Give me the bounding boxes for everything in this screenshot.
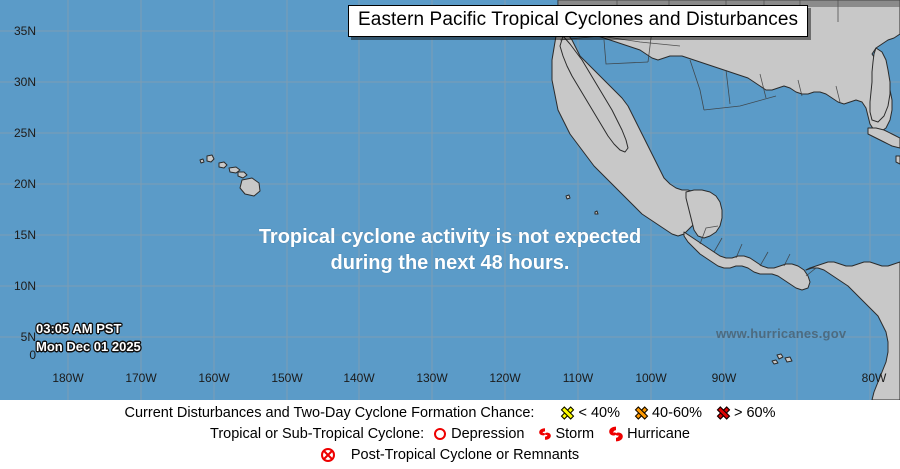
map-title: Eastern Pacific Tropical Cyclones and Di… bbox=[358, 9, 799, 30]
x-mark-orange-icon bbox=[634, 405, 649, 420]
legend-hurricane-label: Hurricane bbox=[627, 425, 690, 442]
storm-swirl-icon bbox=[538, 426, 552, 442]
timestamp-date: Mon Dec 01 2025 bbox=[36, 339, 141, 354]
legend-item-hurricane[interactable]: Hurricane bbox=[608, 425, 690, 443]
map-canvas bbox=[0, 0, 900, 400]
legend-item-post-tropical[interactable]: Post-Tropical Cyclone or Remnants bbox=[320, 446, 580, 463]
florida-peninsula bbox=[869, 47, 891, 123]
lon-label-160w: 160W bbox=[198, 371, 230, 385]
x-mark-yellow-icon bbox=[560, 405, 575, 420]
legend-row-post-tropical: Post-Tropical Cyclone or Remnants bbox=[0, 444, 900, 465]
cuba-landmass bbox=[867, 127, 900, 149]
lon-label-110w: 110W bbox=[562, 371, 594, 385]
timestamp-time: 03:05 AM PST bbox=[36, 321, 122, 336]
galapagos-islands bbox=[771, 353, 793, 365]
legend-item-chance-high[interactable]: > 60% bbox=[716, 405, 776, 421]
lat-label-25n: 25N bbox=[13, 126, 36, 140]
lat-label-30n: 30N bbox=[13, 75, 36, 89]
x-mark-red-icon bbox=[716, 405, 731, 420]
small-pacific-islets bbox=[565, 194, 599, 215]
legend-storm-label: Storm bbox=[555, 425, 595, 442]
website-watermark: www.hurricanes.gov bbox=[716, 326, 847, 341]
lat-label-35n: 35N bbox=[13, 24, 36, 38]
lon-label-130w: 130W bbox=[416, 371, 448, 385]
map-title-plate: Eastern Pacific Tropical Cyclones and Di… bbox=[348, 5, 809, 37]
legend-chance-medium-label: 40-60% bbox=[651, 404, 702, 421]
legend-chance-low-label: < 40% bbox=[578, 404, 620, 421]
status-message-line-1: Tropical cyclone activity is not expecte… bbox=[258, 226, 642, 248]
legend-row-cyclone-types: Tropical or Sub-Tropical Cyclone: Depres… bbox=[0, 423, 900, 444]
lon-label-170w: 170W bbox=[125, 371, 157, 385]
legend-item-depression[interactable]: Depression bbox=[434, 426, 524, 442]
lon-label-150w: 150W bbox=[271, 371, 303, 385]
south-america-landmass bbox=[805, 261, 900, 400]
map-panel[interactable]: 35N 30N 25N 20N 15N 10N 5N 0 180W 170W 1… bbox=[0, 0, 900, 400]
map-top-shadow-band bbox=[558, 0, 900, 7]
caribbean-islands bbox=[895, 155, 900, 165]
central-america-landmass bbox=[683, 231, 811, 291]
legend-item-chance-medium[interactable]: 40-60% bbox=[634, 405, 702, 421]
lat-label-5n: 5N bbox=[20, 330, 36, 344]
lon-label-90w: 90W bbox=[711, 371, 737, 385]
lon-label-100w: 100W bbox=[635, 371, 667, 385]
legend-chance-high-label: > 60% bbox=[733, 404, 776, 421]
lat-label-20n: 20N bbox=[13, 177, 36, 191]
post-tropical-icon bbox=[320, 447, 335, 462]
yucatan-peninsula bbox=[685, 189, 723, 239]
lon-label-140w: 140W bbox=[343, 371, 375, 385]
hawaiian-islands bbox=[199, 154, 261, 197]
legend-item-storm[interactable]: Storm bbox=[538, 426, 594, 442]
legend-item-chance-low[interactable]: < 40% bbox=[560, 405, 620, 421]
status-message-line-2: during the next 48 hours. bbox=[330, 252, 570, 274]
lat-label-15n: 15N bbox=[13, 228, 36, 242]
timestamp: 03:05 AM PST Mon Dec 01 2025 bbox=[36, 320, 141, 356]
lon-label-80w: 80W bbox=[861, 371, 887, 385]
lat-label-0: 0 bbox=[29, 348, 36, 362]
legend-formation-chance-label: Current Disturbances and Two-Day Cyclone… bbox=[124, 404, 535, 421]
lon-label-180w: 180W bbox=[52, 371, 84, 385]
depression-circle-icon bbox=[434, 427, 447, 440]
lat-label-10n: 10N bbox=[13, 279, 36, 293]
legend-cyclone-type-label: Tropical or Sub-Tropical Cyclone: bbox=[210, 425, 425, 442]
legend-row-formation-chance: Current Disturbances and Two-Day Cyclone… bbox=[0, 402, 900, 423]
hurricane-swirl-icon bbox=[608, 425, 624, 443]
legend-post-tropical-label: Post-Tropical Cyclone or Remnants bbox=[350, 446, 580, 463]
legend-depression-label: Depression bbox=[451, 425, 525, 442]
lon-label-120w: 120W bbox=[489, 371, 521, 385]
status-message: Tropical cyclone activity is not expecte… bbox=[0, 224, 900, 276]
legend-panel: Current Disturbances and Two-Day Cyclone… bbox=[0, 400, 900, 469]
baja-california-peninsula bbox=[559, 35, 629, 153]
